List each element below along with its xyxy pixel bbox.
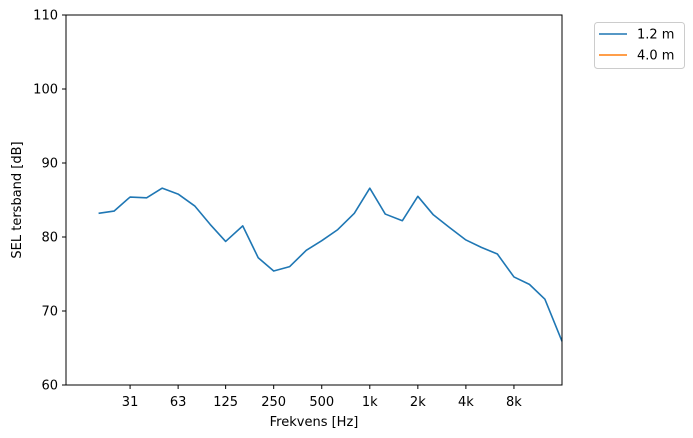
y-axis-label: SEL tersband [dB] [10,141,25,258]
x-tick-label: 31 [122,395,139,410]
legend-label-2: 4.0 m [637,49,674,64]
x-tick-label: 125 [213,395,238,410]
x-tick-label: 500 [309,395,334,410]
series-layer [98,187,563,342]
y-tick-label: 70 [41,305,58,320]
legend-label-1: 1.2 m [637,28,674,43]
y-tick-label: 90 [41,157,58,172]
plot-frame [65,14,563,386]
x-tick-label: 1k [362,395,378,410]
y-axis: 60 70 80 90 100 110 [33,9,66,394]
x-tick-label: 250 [261,395,286,410]
y-tick-label: 60 [41,379,58,394]
x-axis-label: Frekvens [Hz] [270,415,359,430]
legend: 1.2 m 4.0 m [594,22,685,69]
x-tick-label: 4k [458,395,474,410]
x-axis: 31 63 125 250 500 1k 2k 4k 8k [122,385,522,410]
y-tick-label: 80 [41,231,58,246]
x-tick-label: 63 [170,395,187,410]
series-line-1 [98,187,563,342]
x-tick-label: 2k [410,395,426,410]
y-tick-label: 100 [33,83,58,98]
plot-background [66,15,562,385]
y-tick-label: 110 [33,9,58,24]
x-tick-label: 8k [506,395,522,410]
